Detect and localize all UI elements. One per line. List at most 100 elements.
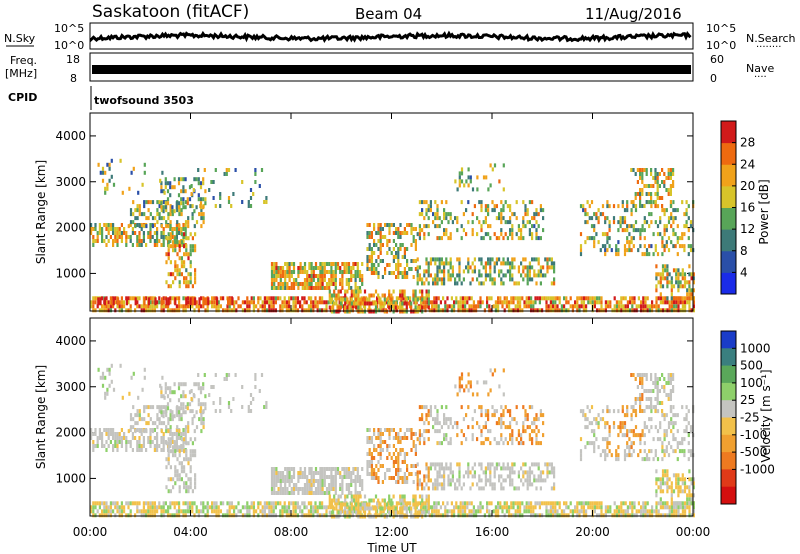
heatmap-cell [554, 304, 557, 309]
heatmap-cell [178, 473, 181, 478]
heatmap-cell [489, 224, 492, 229]
heatmap-cell [579, 453, 583, 458]
heatmap-cell [142, 231, 145, 235]
heatmap-cell [420, 505, 423, 510]
heatmap-cell [619, 220, 622, 225]
heatmap-cell [486, 300, 489, 305]
heatmap-cell [183, 232, 186, 237]
heatmap-cell [502, 466, 505, 471]
heatmap-cell [90, 300, 93, 305]
heatmap-cell [598, 308, 601, 313]
heatmap-cell [642, 300, 645, 305]
heatmap-cell [445, 216, 448, 221]
heatmap-cell [670, 240, 673, 245]
heatmap-cell [381, 275, 384, 279]
heatmap-cell [194, 232, 197, 237]
heatmap-cell [423, 216, 426, 221]
heatmap-cell [478, 425, 481, 430]
heatmap-cell [436, 441, 439, 446]
heatmap-cell [436, 409, 439, 414]
heatmap-cell [191, 216, 194, 221]
heatmap-cell [114, 505, 117, 510]
heatmap-cell [368, 460, 371, 464]
heatmap-cell [462, 417, 465, 422]
heatmap-cell [511, 277, 514, 282]
heatmap-cell [187, 236, 190, 241]
heatmap-cell [294, 505, 297, 510]
heatmap-cell [464, 509, 467, 514]
heatmap-cell [621, 200, 624, 205]
heatmap-cell [118, 440, 121, 444]
heatmap-cell [628, 224, 631, 229]
heatmap-cell [180, 272, 183, 277]
heatmap-cell [370, 301, 373, 306]
heatmap-cell [526, 273, 529, 278]
heatmap-cell [522, 269, 525, 274]
heatmap-cell [292, 300, 295, 305]
heatmap-cell [310, 304, 313, 309]
heatmap-cell [436, 212, 439, 217]
heatmap-cell [169, 244, 172, 249]
heatmap-cell [663, 232, 666, 237]
heatmap-cell [351, 509, 354, 514]
heatmap-cell [312, 270, 315, 274]
heatmap-cell [172, 445, 175, 450]
heatmap-cell [528, 232, 531, 237]
heatmap-cell [642, 505, 645, 510]
heatmap-cell [675, 300, 678, 305]
heatmap-cell [425, 413, 428, 418]
heatmap-cell [632, 236, 635, 241]
heatmap-cell [461, 505, 464, 510]
heatmap-cell [535, 220, 538, 225]
heatmap-cell [458, 257, 461, 262]
heatmap-cell [310, 266, 313, 270]
heatmap-cell [512, 300, 515, 305]
heatmap-cell [184, 189, 187, 194]
heatmap-cell [395, 513, 398, 518]
heatmap-cell [312, 266, 315, 270]
heatmap-cell [395, 468, 398, 472]
heatmap-cell [180, 177, 183, 182]
heatmap-cell [451, 220, 454, 225]
heatmap-cell [330, 467, 333, 471]
heatmap-cell [403, 472, 406, 476]
heatmap-cell [505, 304, 508, 309]
heatmap-cell [535, 441, 538, 446]
heatmap-cell [165, 413, 168, 418]
heatmap-cell [237, 509, 240, 514]
heatmap-cell [321, 501, 324, 506]
heatmap-cell [437, 296, 440, 301]
heatmap-cell [668, 304, 671, 309]
heatmap-cell [440, 236, 443, 241]
heatmap-cell [346, 297, 349, 302]
heatmap-cell [429, 200, 432, 205]
heatmap-cell [491, 372, 494, 377]
heatmap-cell [377, 480, 380, 484]
heatmap-cell [677, 300, 680, 305]
heatmap-cell [259, 296, 262, 301]
heatmap-cell [590, 236, 594, 241]
heatmap-cell [182, 509, 185, 514]
heatmap-cell [515, 200, 518, 205]
heatmap-cell [294, 513, 297, 518]
heatmap-cell [675, 296, 678, 301]
heatmap-cell [497, 513, 500, 518]
heatmap-cell [410, 301, 413, 306]
heatmap-cell [372, 293, 375, 298]
heatmap-cell [193, 501, 196, 506]
heatmap-cell [556, 308, 559, 313]
heatmap-cell [553, 474, 556, 479]
heatmap-cell [449, 257, 452, 262]
heatmap-cell [434, 212, 437, 217]
heatmap-cell [127, 235, 130, 239]
heatmap-cell [456, 220, 459, 225]
heatmap-cell [101, 166, 105, 171]
heatmap-cell [506, 236, 509, 241]
heatmap-cell [153, 509, 156, 514]
heatmap-cell [450, 513, 453, 518]
heatmap-cell [202, 220, 205, 225]
heatmap-cell [147, 216, 150, 221]
heatmap-cell [307, 308, 310, 313]
heatmap-cell [153, 444, 156, 448]
